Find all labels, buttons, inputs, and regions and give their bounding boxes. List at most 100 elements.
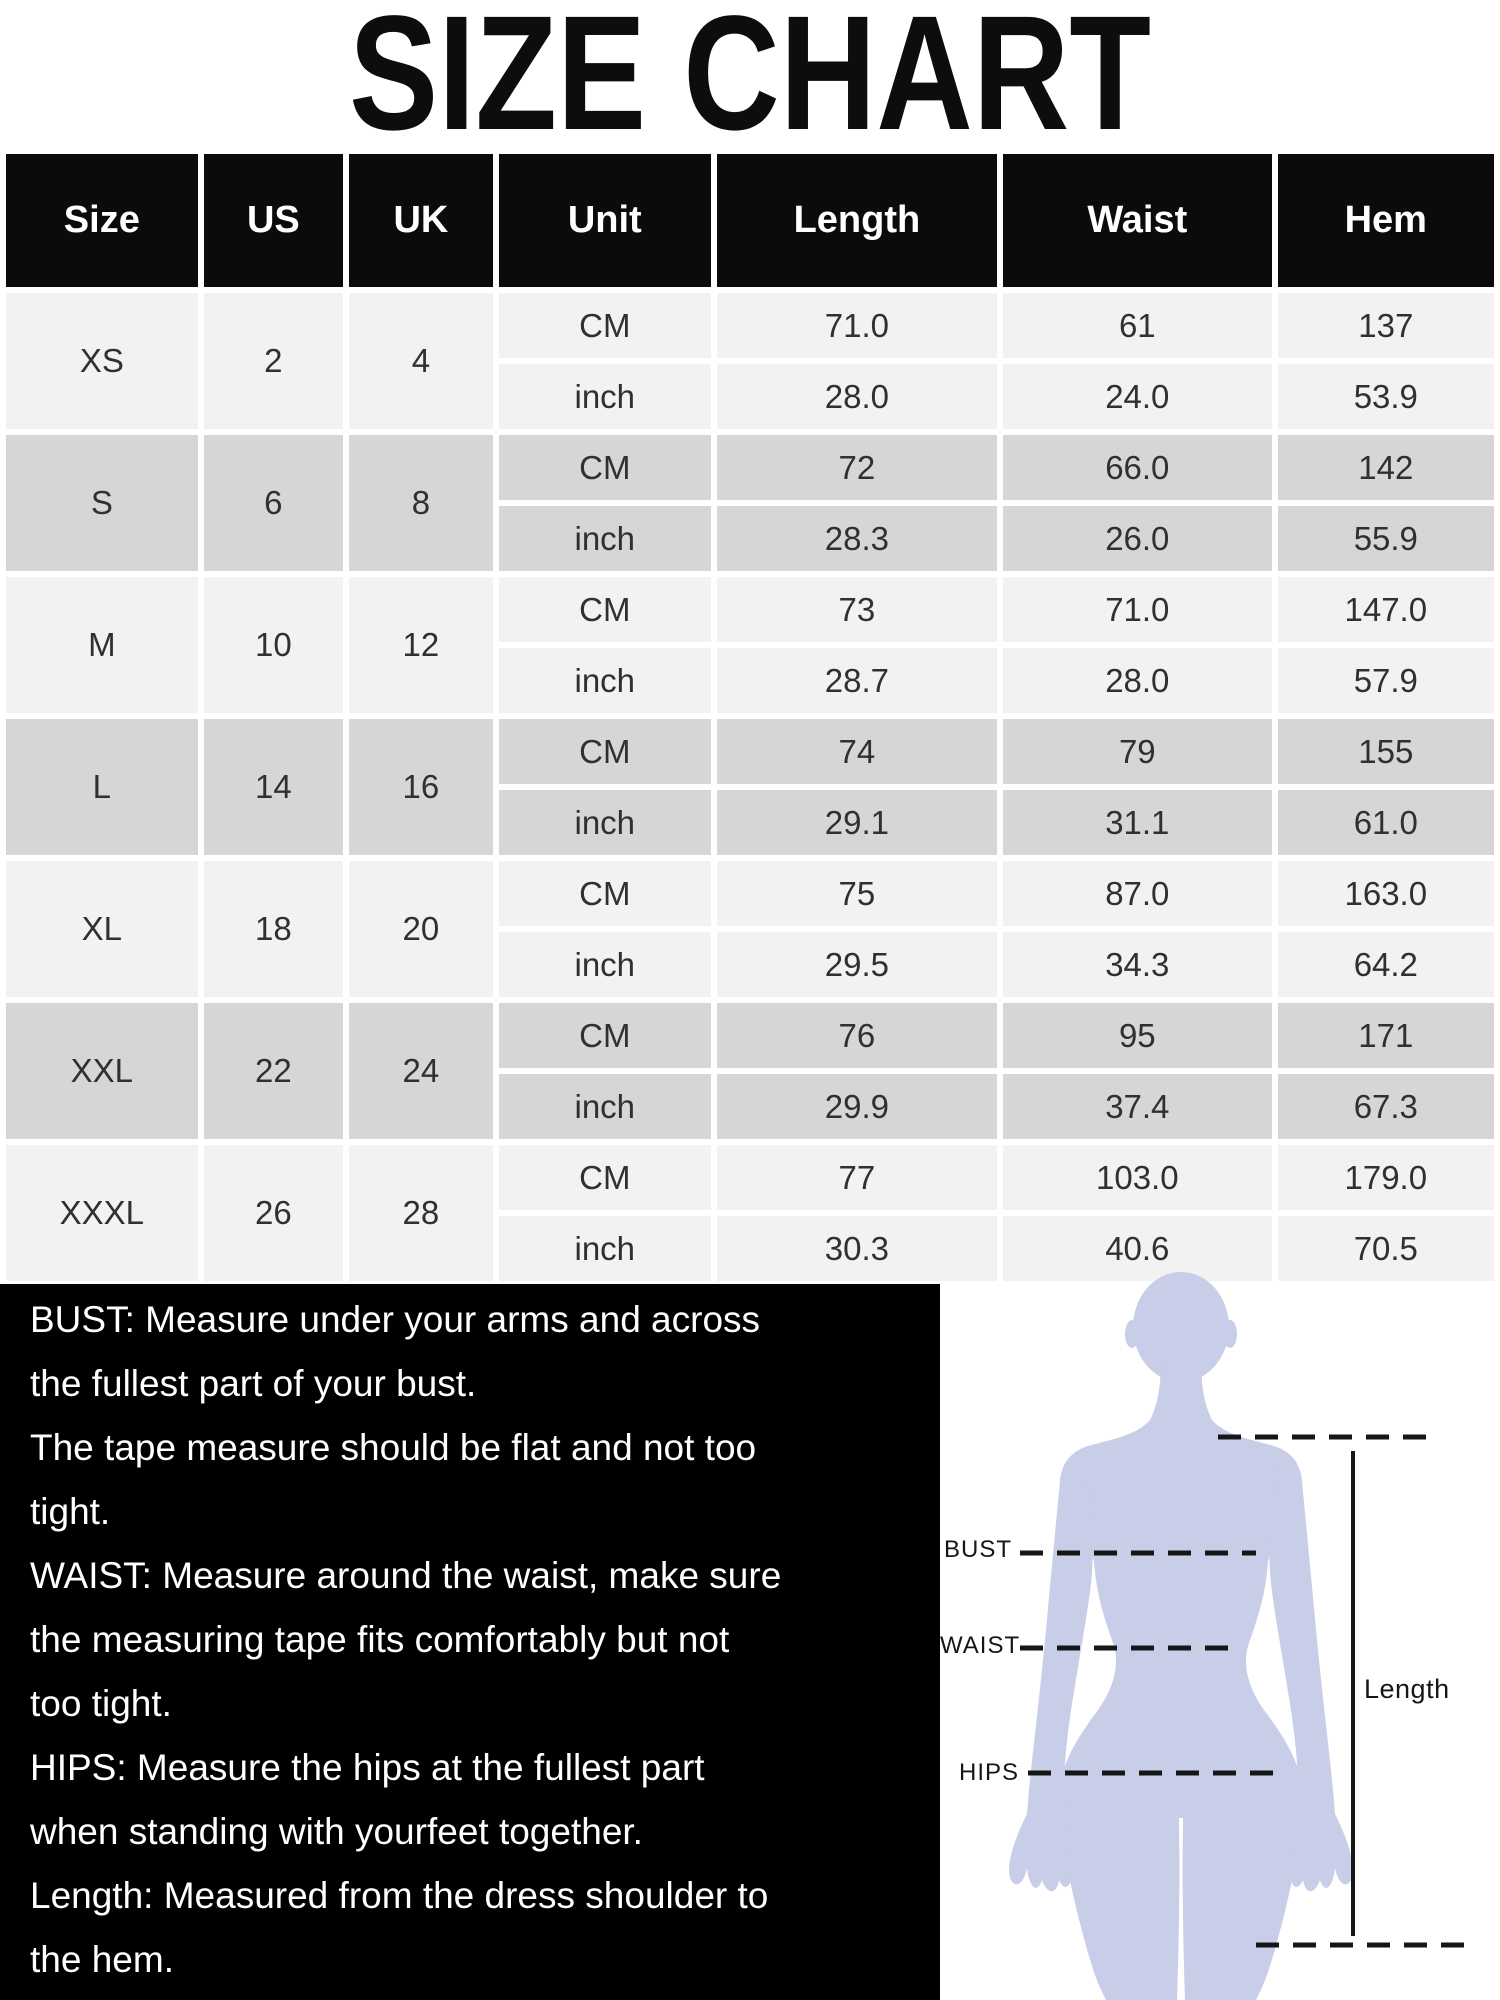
uk-cell: 4 bbox=[349, 293, 493, 429]
hem-cm-cell: 155 bbox=[1277, 719, 1494, 784]
unit-cell: CM bbox=[498, 1145, 711, 1210]
size-row-xxxl-inch: inch 30.3 40.6 70.5 bbox=[6, 1216, 1494, 1281]
length-inch-cell: 28.3 bbox=[716, 506, 997, 571]
note-line-2: the fullest part of your bust. bbox=[30, 1363, 477, 1404]
length-cm-cell: 75 bbox=[716, 861, 997, 926]
length-cm-cell: 76 bbox=[716, 1003, 997, 1068]
size-cell: XL bbox=[6, 861, 198, 997]
note-line-6: the measuring tape fits comfortably but … bbox=[30, 1619, 730, 1660]
size-cell: XS bbox=[6, 293, 198, 429]
size-row-xxl-inch: inch 29.9 37.4 67.3 bbox=[6, 1074, 1494, 1139]
silhouette-right-arm bbox=[1269, 1448, 1353, 1892]
column-header-hem: Hem bbox=[1277, 154, 1494, 287]
size-row-xs-inch: inch 28.0 24.0 53.9 bbox=[6, 364, 1494, 429]
unit-cell: CM bbox=[498, 293, 711, 358]
header-row: Size US UK Unit Length Waist Hem bbox=[6, 154, 1494, 287]
measurement-lines bbox=[1020, 1434, 1476, 1948]
us-cell: 2 bbox=[203, 293, 344, 429]
length-cm-cell: 77 bbox=[716, 1145, 997, 1210]
hem-cm-cell: 179.0 bbox=[1277, 1145, 1494, 1210]
size-cell: L bbox=[6, 719, 198, 855]
unit-cell: inch bbox=[498, 506, 711, 571]
size-cell: XXXL bbox=[6, 1145, 198, 1281]
uk-cell: 20 bbox=[349, 861, 493, 997]
unit-cell: inch bbox=[498, 1074, 711, 1139]
hem-cm-cell: 163.0 bbox=[1277, 861, 1494, 926]
hem-inch-cell: 64.2 bbox=[1277, 932, 1494, 997]
waist-cm-cell: 87.0 bbox=[1003, 861, 1272, 926]
length-inch-cell: 29.5 bbox=[716, 932, 997, 997]
length-inch-cell: 28.7 bbox=[716, 648, 997, 713]
hem-inch-cell: 70.5 bbox=[1277, 1216, 1494, 1281]
unit-cell: inch bbox=[498, 790, 711, 855]
note-line-9: when standing with yourfeet together. bbox=[30, 1811, 643, 1852]
waist-inch-cell: 34.3 bbox=[1003, 932, 1272, 997]
bust-label: BUST bbox=[943, 1536, 1012, 1563]
table-body: XS 2 4 CM 71.0 61 137 inch 28.0 24.0 53.9 S 6 8 CM 72 66… bbox=[6, 293, 1494, 1281]
us-cell: 14 bbox=[203, 719, 344, 855]
size-row-xl-cm: XL 18 20 CM 75 87.0 163.0 bbox=[6, 861, 1494, 997]
hem-cm-cell: 147.0 bbox=[1277, 577, 1494, 642]
silhouette-torso-legs bbox=[1058, 1356, 1304, 2000]
size-row-s-cm: S 6 8 CM 72 66.0 142 bbox=[6, 435, 1494, 571]
length-cm-cell: 72 bbox=[716, 435, 997, 500]
waist-inch-cell: 31.1 bbox=[1003, 790, 1272, 855]
uk-cell: 16 bbox=[349, 719, 493, 855]
us-cell: 10 bbox=[203, 577, 344, 713]
waist-label: WAIST bbox=[940, 1632, 1021, 1659]
waist-cm-cell: 79 bbox=[1003, 719, 1272, 784]
unit-cell: CM bbox=[498, 577, 711, 642]
column-header-size: Size bbox=[6, 154, 198, 287]
unit-cell: inch bbox=[498, 648, 711, 713]
note-line-10: Length: Measured from the dress shoulder… bbox=[30, 1875, 769, 1916]
us-cell: 6 bbox=[203, 435, 344, 571]
column-header-unit: Unit bbox=[498, 154, 711, 287]
hem-inch-cell: 61.0 bbox=[1277, 790, 1494, 855]
note-line-7: too tight. bbox=[30, 1683, 172, 1724]
hem-inch-cell: 53.9 bbox=[1277, 364, 1494, 429]
waist-inch-cell: 26.0 bbox=[1003, 506, 1272, 571]
size-cell: S bbox=[6, 435, 198, 571]
waist-inch-cell: 24.0 bbox=[1003, 364, 1272, 429]
size-cell: M bbox=[6, 577, 198, 713]
body-silhouette-graphic bbox=[1009, 1272, 1476, 2000]
unit-cell: inch bbox=[498, 932, 711, 997]
hem-cm-cell: 171 bbox=[1277, 1003, 1494, 1068]
uk-cell: 24 bbox=[349, 1003, 493, 1139]
us-cell: 26 bbox=[203, 1145, 344, 1281]
page-title: SIZE CHART bbox=[349, 0, 1151, 164]
size-row-m-cm: M 10 12 CM 73 71.0 147.0 bbox=[6, 577, 1494, 713]
size-row-xxxl-cm: XXXL 26 28 CM 77 103.0 179.0 bbox=[6, 1145, 1494, 1281]
note-line-3: The tape measure should be flat and not … bbox=[30, 1427, 757, 1468]
waist-cm-cell: 71.0 bbox=[1003, 577, 1272, 642]
size-cell: XXL bbox=[6, 1003, 198, 1139]
size-chart-table: Size US UK Unit Length Waist Hem XS 2 4 CM 7… bbox=[0, 148, 1500, 1287]
unit-cell: inch bbox=[498, 364, 711, 429]
measurement-figure: BUST WAIST HIPS Length bbox=[940, 1270, 1500, 2000]
note-line-4: tight. bbox=[30, 1491, 111, 1532]
hem-cm-cell: 137 bbox=[1277, 293, 1494, 358]
column-header-uk: UK bbox=[349, 154, 493, 287]
silhouette-head bbox=[1133, 1272, 1229, 1382]
size-row-xl-inch: inch 29.5 34.3 64.2 bbox=[6, 932, 1494, 997]
hem-cm-cell: 142 bbox=[1277, 435, 1494, 500]
female-silhouette bbox=[1009, 1272, 1353, 2000]
uk-cell: 12 bbox=[349, 577, 493, 713]
waist-cm-cell: 95 bbox=[1003, 1003, 1272, 1068]
size-row-l-inch: inch 29.1 31.1 61.0 bbox=[6, 790, 1494, 855]
length-label: Length bbox=[1364, 1674, 1450, 1704]
length-inch-cell: 30.3 bbox=[716, 1216, 997, 1281]
uk-cell: 28 bbox=[349, 1145, 493, 1281]
note-line-8: HIPS: Measure the hips at the fullest pa… bbox=[30, 1747, 705, 1788]
note-line-5: WAIST: Measure around the waist, make su… bbox=[30, 1555, 782, 1596]
waist-inch-cell: 40.6 bbox=[1003, 1216, 1272, 1281]
waist-inch-cell: 37.4 bbox=[1003, 1074, 1272, 1139]
hem-inch-cell: 67.3 bbox=[1277, 1074, 1494, 1139]
note-line-11: the hem. bbox=[30, 1939, 174, 1980]
us-cell: 18 bbox=[203, 861, 344, 997]
unit-cell: CM bbox=[498, 861, 711, 926]
length-inch-cell: 29.9 bbox=[716, 1074, 997, 1139]
length-inch-cell: 28.0 bbox=[716, 364, 997, 429]
waist-inch-cell: 28.0 bbox=[1003, 648, 1272, 713]
